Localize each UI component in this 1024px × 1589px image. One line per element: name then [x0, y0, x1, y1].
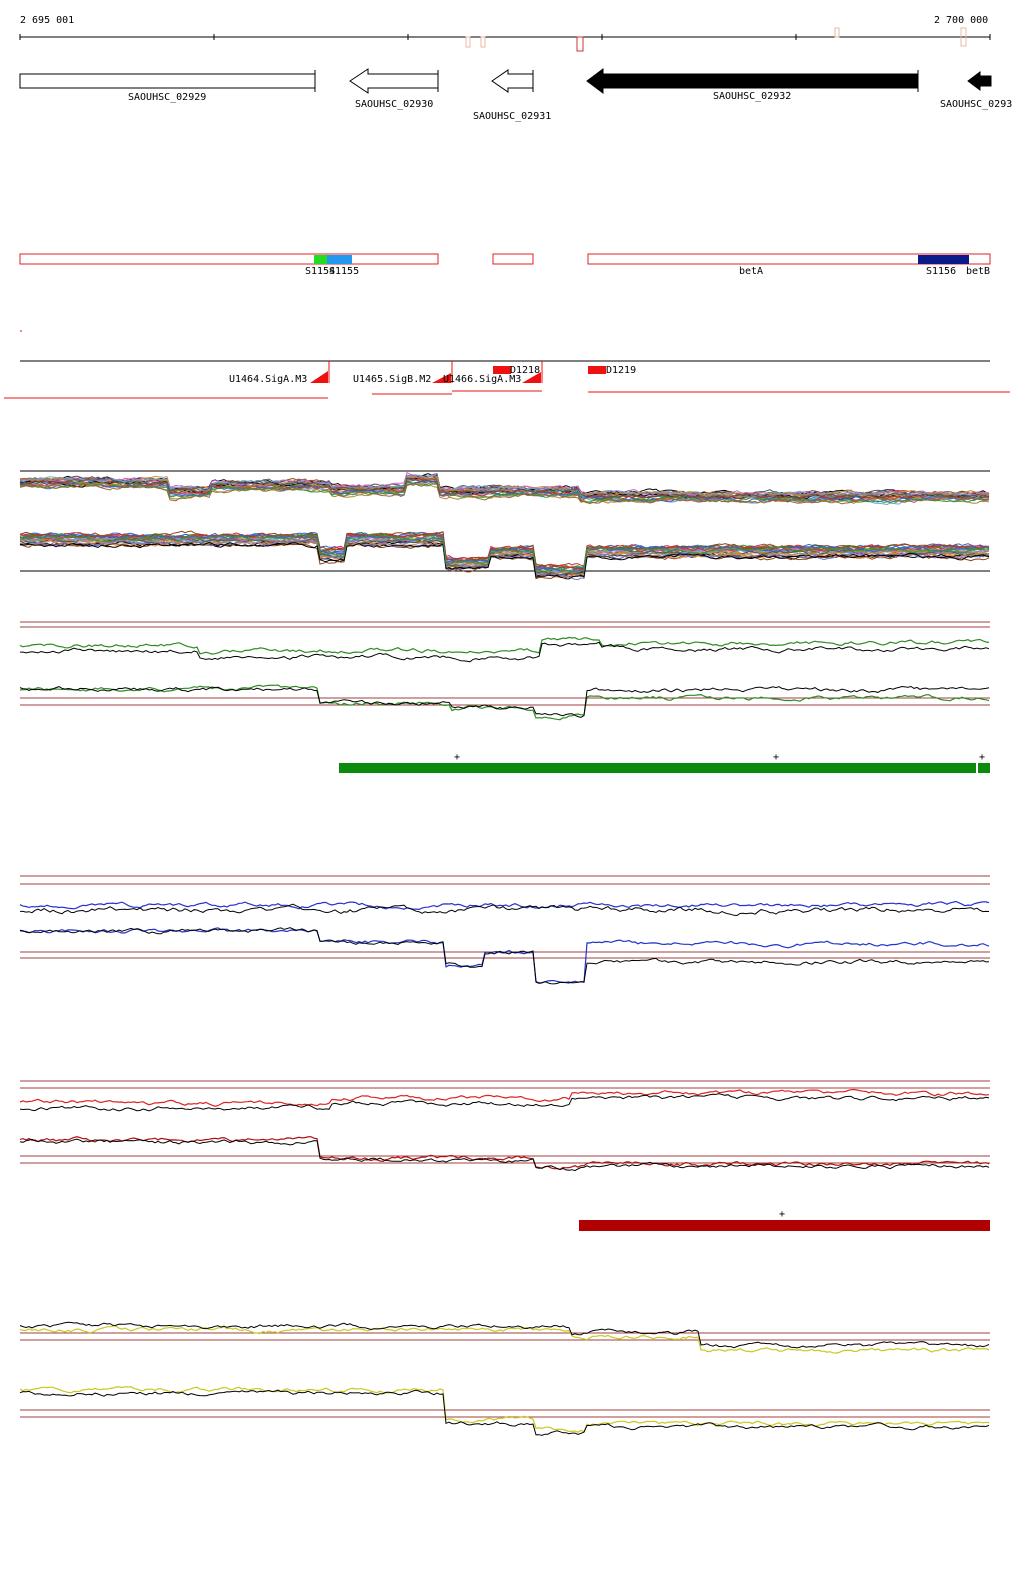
control-profile: [19, 685, 990, 718]
red-condition-track: +: [19, 1080, 990, 1231]
sample-profile: [19, 541, 990, 580]
green-region-bar[interactable]: [339, 763, 976, 773]
sample-profile: [19, 533, 990, 573]
region-mark: +: [454, 752, 460, 763]
red-profile: [19, 1136, 990, 1171]
coordinate-ruler: 2 695 001 2 700 000: [19, 15, 991, 52]
blue-profile: [19, 927, 990, 984]
yellow-profile: [19, 1325, 990, 1354]
gene-label: SAOUHSC_0293: [940, 99, 1012, 110]
control-profile: [19, 1389, 990, 1436]
d-feature-box[interactable]: [588, 366, 606, 374]
control-profile: [20, 641, 990, 663]
gene-label: SAOUHSC_02932: [713, 91, 791, 102]
sample-profile: [19, 534, 990, 573]
multi-sample-upper: [19, 471, 990, 506]
ruler-end-label: 2 700 000: [934, 15, 988, 26]
gene-arrow[interactable]: [586, 68, 919, 94]
promoter-flag[interactable]: [310, 371, 328, 383]
control-profile: [19, 927, 990, 985]
gene-arrow[interactable]: [491, 69, 534, 93]
feature-label: U1466.SigA.M3: [443, 374, 521, 385]
control-profile: [19, 1138, 990, 1172]
red-region-bar[interactable]: [579, 1220, 990, 1231]
ruler-marker: [480, 36, 486, 48]
d-feature-box[interactable]: [493, 366, 511, 374]
gene-label: SAOUHSC_02930: [355, 99, 433, 110]
gene-label: SAOUHSC_02929: [128, 92, 206, 103]
red-profile: [19, 1088, 990, 1107]
segment-label: S1155: [329, 266, 359, 277]
sample-profile: [19, 539, 990, 581]
segment-s1154[interactable]: [314, 255, 327, 264]
promoter-flag[interactable]: [522, 372, 541, 383]
blue-profile-lines: [19, 900, 990, 985]
yellow-condition-track: [19, 1321, 990, 1436]
segment-box[interactable]: [587, 253, 991, 265]
segment-label: betB: [966, 266, 990, 277]
gene-arrow[interactable]: [349, 68, 439, 94]
feature-track: U1464.SigA.M3 U1465.SigB.M2 U1466.SigA.M…: [4, 330, 1010, 399]
green-condition-track: + + +: [19, 621, 990, 773]
gene-arrow[interactable]: [19, 73, 316, 89]
blue-profile: [19, 900, 990, 911]
segment-s1155[interactable]: [327, 255, 352, 264]
feature-label: U1465.SigB.M2: [353, 374, 431, 385]
control-profile: [19, 1321, 990, 1349]
green-region-bar[interactable]: [978, 763, 990, 773]
segment-label: S1156: [926, 266, 956, 277]
red-profile-lines: [19, 1088, 990, 1172]
segment-box[interactable]: [492, 253, 534, 265]
segment-label: betA: [739, 266, 763, 277]
feature-label: U1464.SigA.M3: [229, 374, 307, 385]
green-profile-lines: [19, 636, 990, 721]
ruler-ticks: [19, 34, 991, 40]
control-profile: [20, 903, 990, 917]
segment-track: S1154 S1155 betA S1156 betB: [19, 253, 991, 277]
gene-label: SAOUHSC_02931: [473, 111, 551, 122]
green-profile: [19, 636, 990, 655]
segment-label: S1154: [305, 266, 335, 277]
feature-label: D1219: [606, 365, 636, 376]
gene-track: SAOUHSC_02929 SAOUHSC_02930 SAOUHSC_0293…: [19, 68, 1012, 122]
gene-arrow[interactable]: [967, 71, 992, 91]
yellow-profile-lines: [19, 1321, 990, 1436]
promoter-flag[interactable]: [432, 373, 451, 383]
sample-profile: [19, 477, 990, 499]
sample-profile: [19, 530, 990, 570]
blue-condition-track: [19, 875, 990, 985]
green-profile: [19, 684, 990, 721]
expression-overview: [19, 470, 990, 581]
sample-profile: [19, 481, 990, 505]
ruler-marker: [465, 36, 471, 48]
control-profile: [19, 1093, 990, 1112]
ruler-start-label: 2 695 001: [20, 15, 74, 26]
region-mark: +: [979, 752, 985, 763]
segment-box[interactable]: [19, 253, 439, 265]
segment-s1156[interactable]: [918, 255, 969, 264]
ruler-marker: [960, 27, 967, 47]
region-mark: +: [773, 752, 779, 763]
ruler-marker: [576, 36, 584, 52]
multi-sample-lower: [19, 530, 990, 581]
sample-profile: [19, 474, 990, 499]
feature-label: D1218: [510, 365, 540, 376]
sample-profile: [19, 481, 990, 504]
ruler-marker: [834, 27, 840, 38]
region-mark: +: [779, 1209, 785, 1220]
